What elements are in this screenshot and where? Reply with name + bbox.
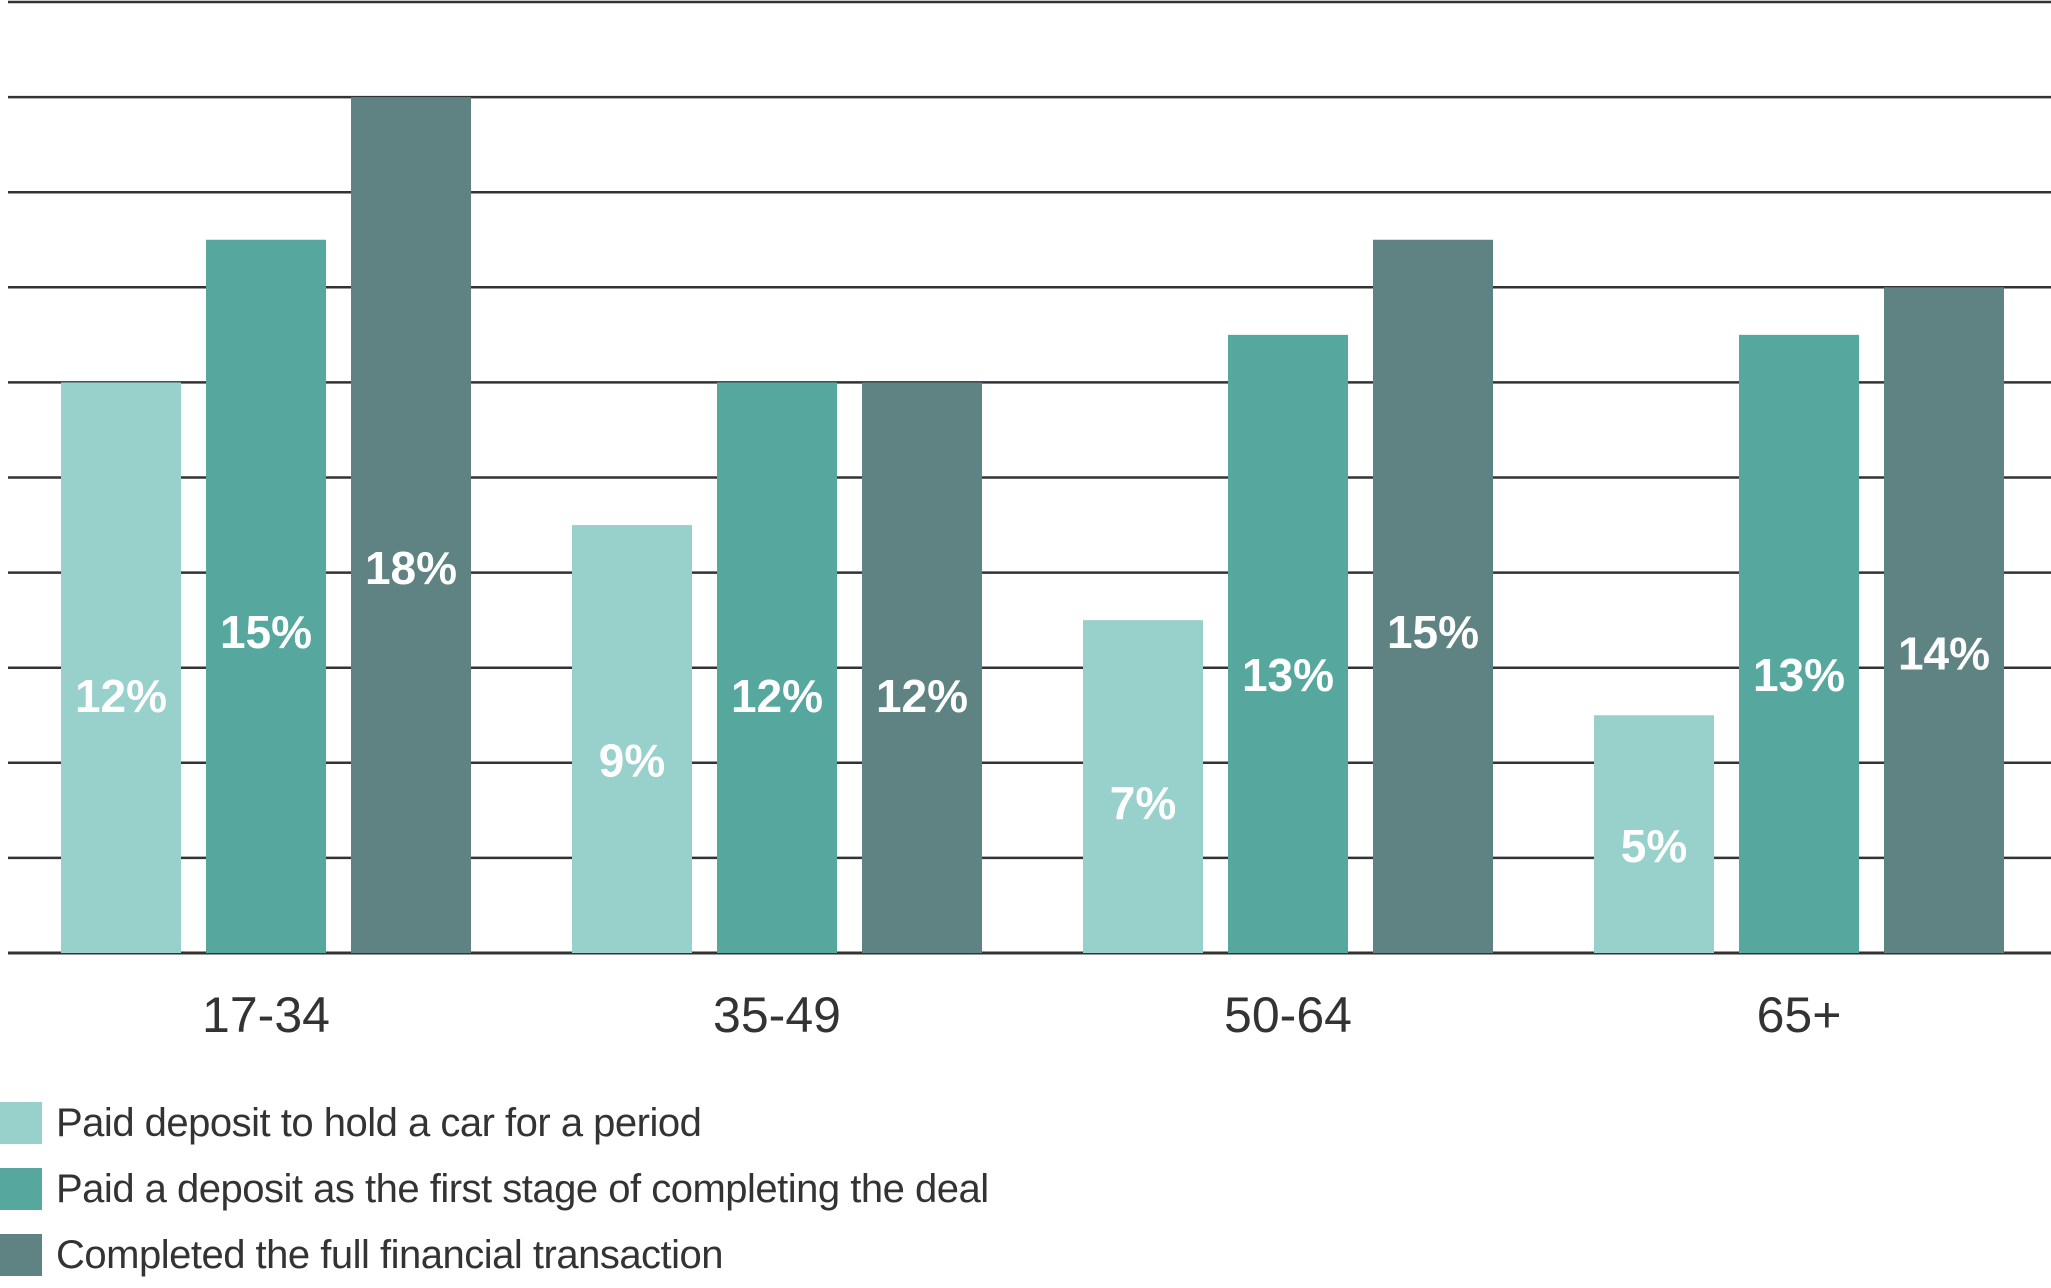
- legend-item: Paid deposit to hold a car for a period: [0, 1090, 989, 1156]
- bar: [1083, 620, 1203, 953]
- legend-label: Paid deposit to hold a car for a period: [56, 1100, 702, 1145]
- data-label: 13%: [1753, 649, 1845, 701]
- data-label: 12%: [731, 670, 823, 722]
- bar: [1739, 334, 1859, 954]
- legend-label: Completed the full financial transaction: [56, 1232, 724, 1277]
- bar: [206, 239, 326, 953]
- x-tick-label: 35-49: [713, 987, 841, 1043]
- data-labels: 12% 15% 18% 9% 12% 12% 7% 13% 15% 5% 13% 14%: [75, 542, 1990, 872]
- legend-item: Paid a deposit as the first stage of com…: [0, 1156, 989, 1222]
- legend-swatch: [0, 1168, 42, 1210]
- legend-label: Paid a deposit as the first stage of com…: [56, 1166, 989, 1211]
- x-tick-label: 65+: [1757, 987, 1842, 1043]
- data-label: 7%: [1110, 777, 1176, 829]
- data-label: 15%: [220, 606, 312, 658]
- bar: [1228, 334, 1348, 954]
- bar: [1373, 239, 1493, 953]
- legend-item: Completed the full financial transaction: [0, 1222, 989, 1288]
- bar: [1594, 715, 1714, 953]
- data-label: 5%: [1621, 820, 1687, 872]
- x-axis-tick-labels: 17-34 35-49 50-64 65+: [202, 987, 1841, 1043]
- x-tick-label: 50-64: [1224, 987, 1352, 1043]
- legend-swatch: [0, 1102, 42, 1144]
- bar: [61, 382, 181, 953]
- data-label: 18%: [365, 542, 457, 594]
- legend: Paid deposit to hold a car for a period …: [0, 1090, 989, 1288]
- data-label: 12%: [75, 670, 167, 722]
- bar: [862, 382, 982, 953]
- data-label: 9%: [599, 734, 665, 786]
- bar: [1884, 287, 2004, 953]
- bar: [572, 525, 692, 953]
- bar: [351, 97, 471, 954]
- x-tick-label: 17-34: [202, 987, 330, 1043]
- data-label: 15%: [1387, 606, 1479, 658]
- data-label: 14%: [1898, 627, 1990, 679]
- legend-swatch: [0, 1234, 42, 1276]
- bar: [717, 382, 837, 953]
- bars: [61, 97, 2004, 954]
- bar-chart: 12% 15% 18% 9% 12% 12% 7% 13% 15% 5% 13% 14% 17-34 3…: [8, 0, 2051, 1043]
- gridlines: [8, 0, 2051, 955]
- data-label: 12%: [876, 670, 968, 722]
- data-label: 13%: [1242, 649, 1334, 701]
